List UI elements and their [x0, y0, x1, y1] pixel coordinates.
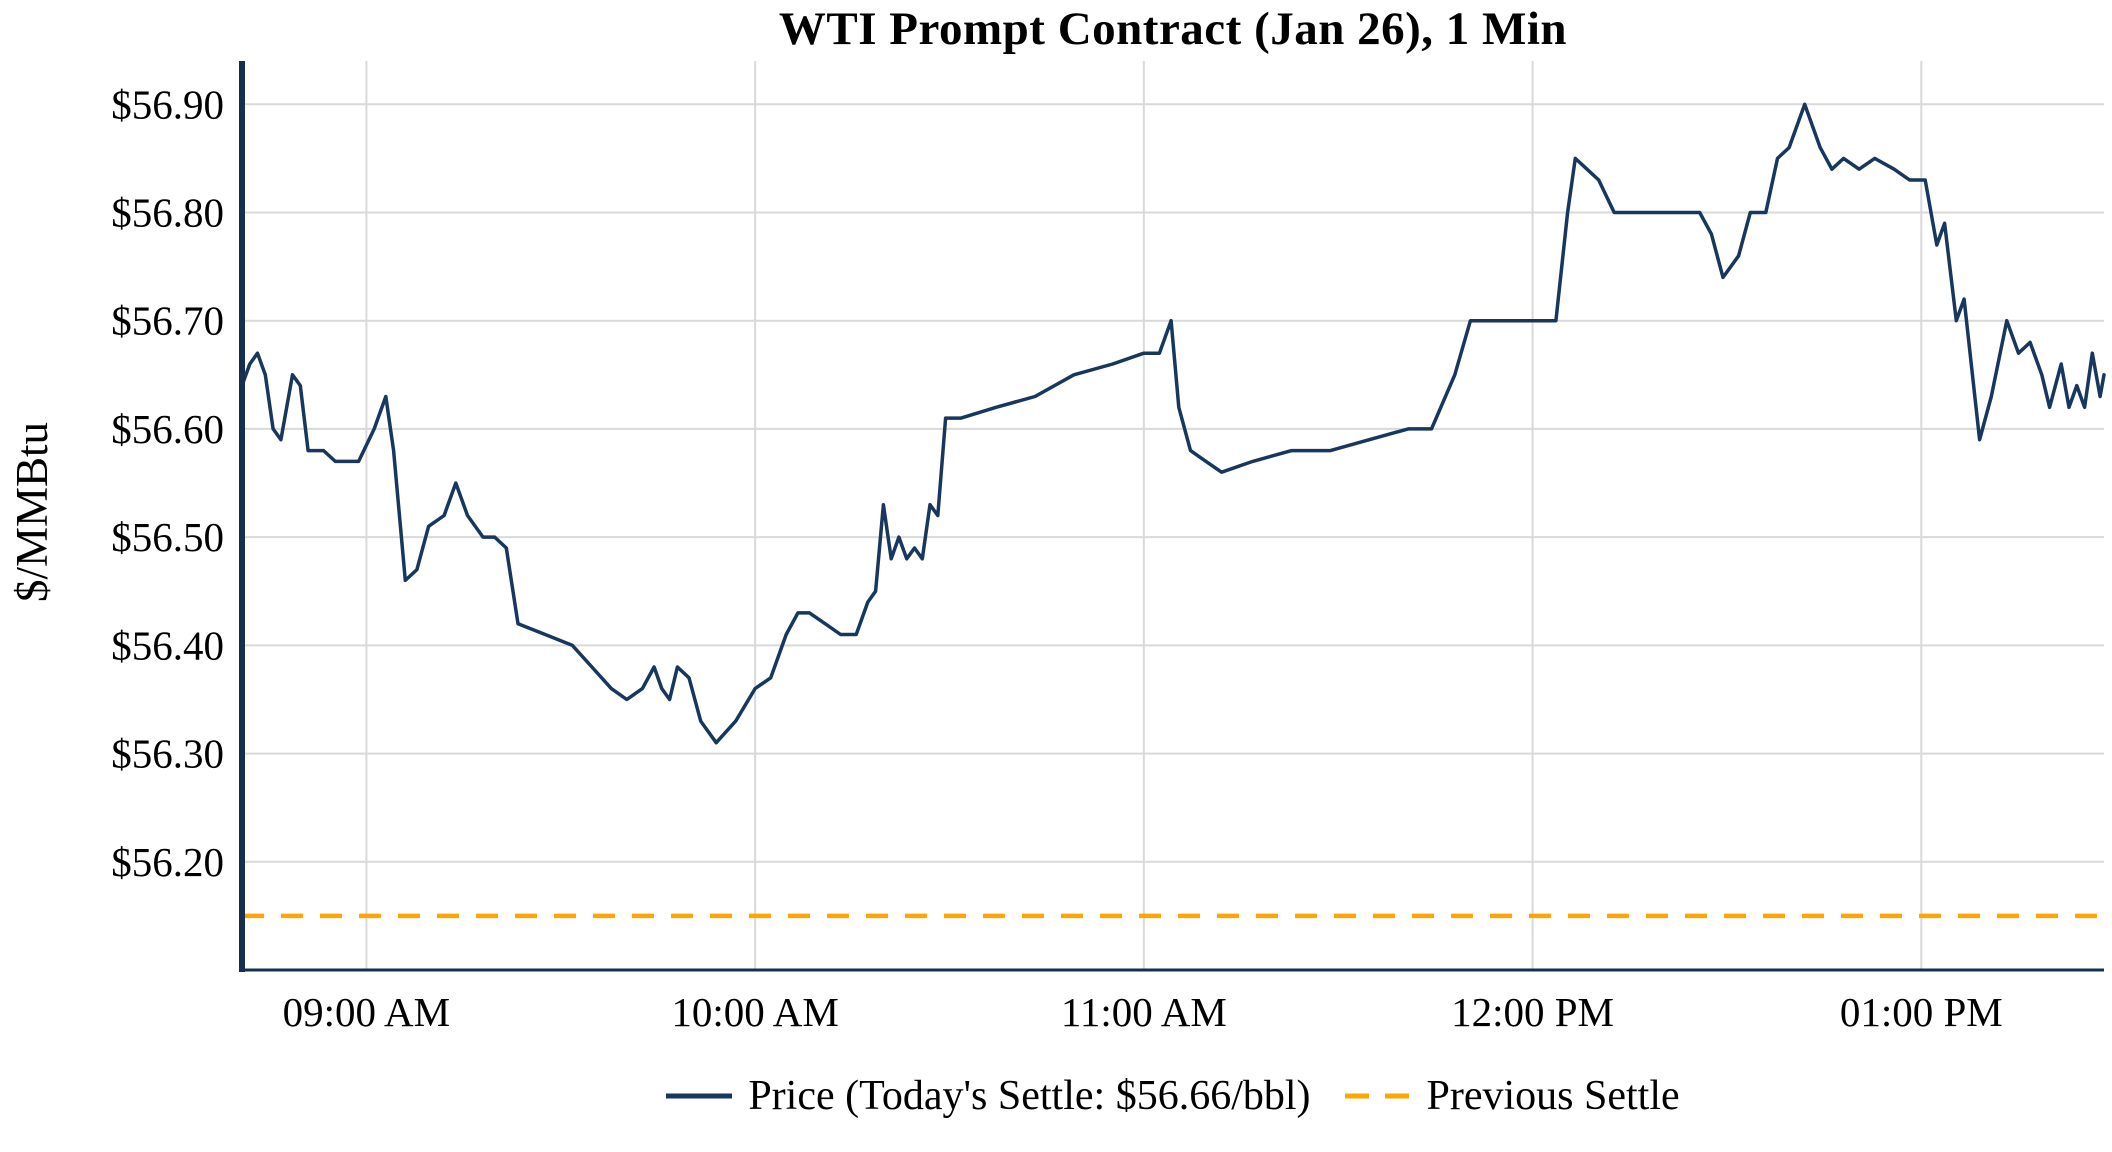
- y-tick-label: $56.70: [111, 298, 224, 344]
- x-tick-label: 01:00 PM: [1840, 989, 2003, 1035]
- x-tick-label: 09:00 AM: [283, 989, 450, 1035]
- price-line-sample: [666, 1093, 733, 1099]
- x-tick-labels: 09:00 AM 10:00 AM 11:00 AM 12:00 PM 01:00 PM: [283, 989, 2003, 1035]
- x-tick-label: 12:00 PM: [1451, 989, 1614, 1035]
- gridlines: [242, 61, 2104, 970]
- y-tick-labels: $56.90 $56.80 $56.70 $56.60 $56.50 $56.40 $56.…: [111, 81, 224, 885]
- legend-label-price: Price (Today's Settle: $56.66/bbl): [748, 1073, 1311, 1119]
- y-tick-label: $56.80: [111, 190, 224, 236]
- previous-settle-sample: [1344, 1093, 1411, 1099]
- y-tick-label: $56.20: [111, 839, 224, 885]
- chart-legend: Price (Today's Settle: $56.66/bbl) Previ…: [242, 1072, 2104, 1120]
- chart-title: WTI Prompt Contract (Jan 26), 1 Min: [778, 3, 1568, 55]
- legend-label-previous-settle: Previous Settle: [1426, 1073, 1680, 1119]
- price-line: [240, 102, 2106, 745]
- legend-item-previous-settle: Previous Settle: [1344, 1072, 1680, 1120]
- y-tick-label: $56.60: [111, 406, 224, 452]
- y-tick-label: $56.30: [111, 731, 224, 777]
- y-tick-label: $56.40: [111, 622, 224, 668]
- x-tick-label: 11:00 AM: [1061, 989, 1227, 1035]
- y-tick-label: $56.50: [111, 514, 224, 560]
- legend-item-price: Price (Today's Settle: $56.66/bbl): [666, 1072, 1311, 1120]
- axis-spines: [239, 61, 2104, 972]
- x-tick-label: 10:00 AM: [671, 989, 838, 1035]
- y-tick-label: $56.90: [111, 81, 224, 127]
